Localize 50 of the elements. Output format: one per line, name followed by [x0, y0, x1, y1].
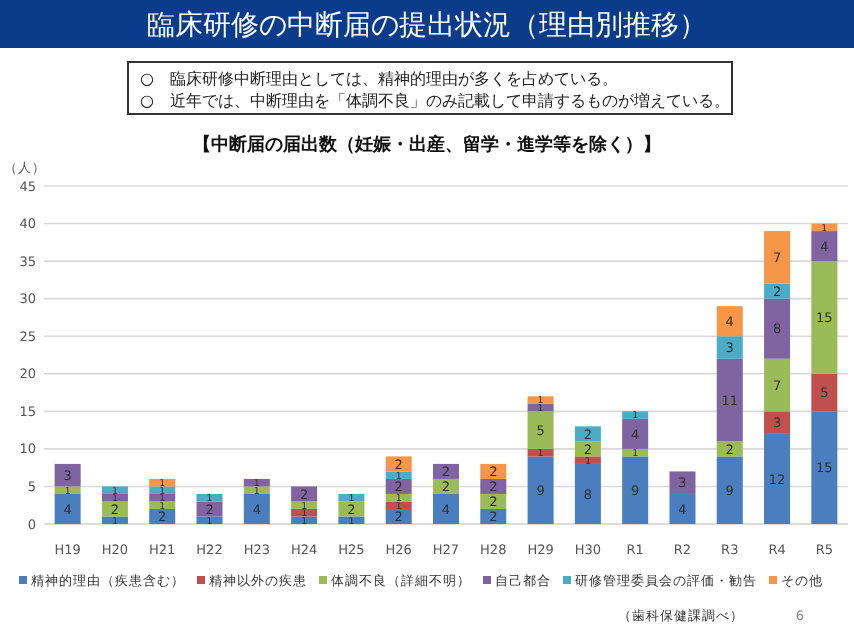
bar [527, 411, 554, 449]
bar [764, 411, 791, 434]
bar [385, 501, 412, 509]
text: ○ 臨床研修中断理由としては、精神的理由が多くを占めている。 [140, 70, 618, 88]
bar [716, 358, 743, 442]
bar [291, 486, 318, 502]
bar [764, 358, 791, 412]
bar [101, 516, 128, 524]
bar [480, 493, 507, 509]
bar [196, 516, 223, 524]
bar [764, 298, 791, 359]
bar [385, 471, 412, 479]
bar [338, 501, 365, 517]
chart-subtitle: 【中断届の届出数（妊娠・出産、留学・進学等を除く）】 [193, 134, 661, 156]
bar [811, 373, 838, 412]
bar [527, 456, 554, 524]
bar [574, 456, 601, 464]
bar [622, 456, 649, 524]
bar [527, 396, 554, 404]
chart-title: 臨床研修の中断届の提出状況（理由別推移） [147, 10, 707, 42]
bar [291, 516, 318, 524]
text: ○ 近年では、中断理由を「体調不良」のみ記載して申請するものが増えている。 [140, 92, 730, 110]
bar [338, 516, 365, 524]
bar [480, 508, 507, 524]
bar [622, 418, 649, 449]
bar [764, 433, 791, 524]
bar [480, 478, 507, 494]
bar [54, 486, 81, 494]
bar [622, 411, 649, 419]
bar [101, 486, 128, 494]
bar [149, 486, 176, 494]
bar [669, 493, 696, 524]
bar [811, 411, 838, 524]
bar [716, 456, 743, 524]
bar [764, 231, 791, 284]
bar [243, 486, 270, 494]
bar [669, 471, 696, 494]
bar [716, 306, 743, 337]
bar [811, 261, 838, 374]
bar [811, 231, 838, 262]
bar [480, 463, 507, 479]
bar [54, 493, 81, 524]
bar [149, 508, 176, 524]
bar [291, 501, 318, 509]
bar [432, 493, 460, 524]
bar [716, 336, 743, 359]
bar [764, 283, 791, 299]
bar [149, 501, 176, 509]
bar [574, 463, 601, 524]
bar [243, 493, 270, 524]
